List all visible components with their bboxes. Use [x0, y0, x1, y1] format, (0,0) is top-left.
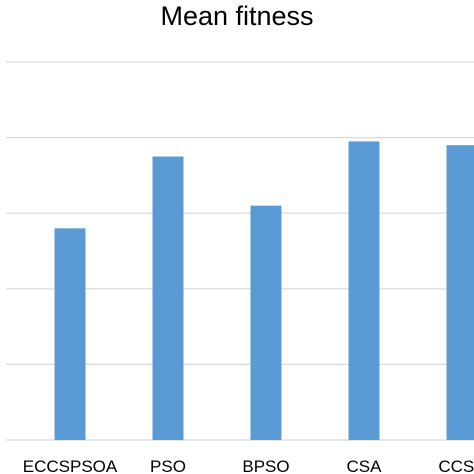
category-label-ccsa: CCSA — [438, 457, 474, 474]
category-label-pso: PSO — [150, 457, 186, 474]
bar-csa — [348, 141, 380, 440]
category-labels: ECCSPSOA PSO BPSO CSA CCSA — [23, 457, 474, 474]
bar-eccspsoa — [54, 228, 86, 440]
bar-pso — [152, 156, 184, 440]
category-label-bpso: BPSO — [242, 457, 289, 474]
chart-title: Mean fitness — [160, 1, 314, 31]
category-label-csa: CSA — [347, 457, 383, 474]
category-label-eccspsoa: ECCSPSOA — [23, 457, 118, 474]
bars — [54, 141, 474, 440]
bar-bpso — [250, 205, 282, 440]
bar-ccsa — [446, 145, 474, 440]
